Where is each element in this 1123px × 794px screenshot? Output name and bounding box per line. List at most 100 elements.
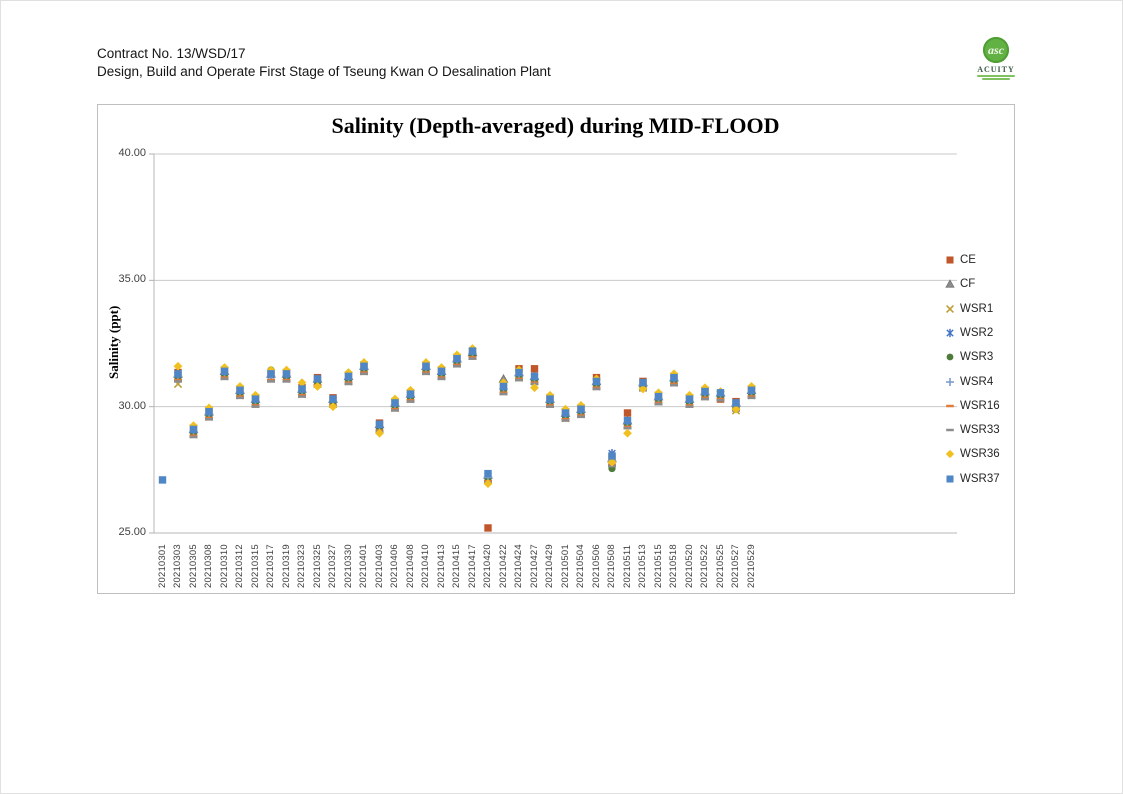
logo-tagline-bar [977,75,1015,77]
legend-label: WSR3 [960,351,994,364]
legend-entry-WSR3: WSR3 [943,349,993,365]
data-point-marker [946,353,954,361]
series-WSR2 [174,347,756,481]
x-tick-label: 20210506 [590,544,602,588]
data-point-marker [747,396,756,400]
logo-tagline-bar [982,78,1010,80]
data-point-marker [360,372,368,376]
data-point-marker [329,395,337,403]
data-point-marker [282,380,291,383]
y-tick-label: 30.00 [118,399,146,412]
series-CF [173,347,757,479]
data-point-marker [220,377,229,381]
data-point-marker [422,372,430,376]
data-point-marker [946,304,954,313]
series-WSR33 [174,357,756,484]
x-tick-label: 20210403 [373,544,385,588]
series-WSR36 [173,344,756,489]
data-point-marker [452,350,462,360]
x-tick-label: 20210424 [513,544,524,588]
series-WSR1 [173,351,756,485]
data-point-marker [700,383,710,393]
company-logo: asc ACUITY [973,37,1019,80]
legend-entry-WSR2: WSR2 [943,325,993,341]
x-tick-label: 20210410 [420,544,431,588]
data-point-marker [499,382,508,391]
data-point-marker [669,369,679,379]
data-point-marker [561,409,570,417]
x-tick-label: 20210408 [404,544,416,588]
data-point-marker [483,479,493,489]
x-tick-label: 20210518 [668,544,679,588]
data-point-marker [530,372,539,381]
square-marker-icon [946,475,954,483]
legend-label: WSR37 [960,472,1000,485]
legend-label: WSR2 [960,326,994,339]
data-point-marker [391,409,399,412]
x-tick-label: 20210515 [652,544,664,588]
data-point-marker [638,384,648,394]
data-point-marker [313,375,322,383]
x-tick-label: 20210315 [249,544,261,588]
triangle-marker-icon [945,279,955,288]
data-point-marker [189,435,198,439]
data-point-marker [946,475,954,483]
x-tick-label: 20210417 [466,544,478,588]
data-point-marker [375,428,384,438]
x-tick-label: 20210420 [482,544,493,588]
data-point-marker [670,373,678,382]
x-tick-label: 20210330 [342,544,354,588]
data-point-marker [391,399,399,407]
legend-entry-WSR16: WSR16 [943,398,1000,414]
x-tick-label: 20210429 [544,544,555,588]
x-tick-label: 20210406 [389,544,400,588]
data-point-marker [158,476,167,484]
data-point-marker [468,357,477,360]
dash-marker-icon [946,428,954,432]
data-point-marker [437,367,446,375]
data-point-marker [344,372,353,381]
x-tick-label: 20210427 [528,544,540,588]
data-point-marker [945,279,955,288]
data-point-marker [251,405,260,408]
x-tick-label: 20210308 [203,544,214,588]
data-point-marker [623,416,632,425]
data-point-marker [716,399,725,402]
legend-entry-WSR4: WSR4 [943,374,993,390]
contract-number-line: Contract No. 13/WSD/17 [97,46,246,61]
data-point-marker [437,377,446,381]
data-point-marker [946,428,954,432]
data-point-marker [406,390,415,398]
data-point-marker [530,365,539,373]
data-point-marker [946,404,954,408]
data-point-marker [685,395,694,403]
data-point-marker [546,395,554,403]
x-tick-label: 20210511 [621,544,633,588]
x-tick-label: 20210317 [265,544,276,588]
data-point-marker [174,380,182,383]
data-point-marker [236,386,244,394]
x-tick-label: 20210501 [559,544,571,588]
circle-marker-icon [946,353,954,361]
x-tick-label: 20210303 [172,544,183,588]
data-point-marker [174,370,182,378]
data-point-marker [639,378,647,387]
data-point-marker [453,364,461,368]
series-CE [174,349,756,532]
data-point-marker [375,420,384,429]
x-tick-label: 20210323 [296,544,307,588]
plus-marker-icon [946,377,954,386]
salinity-chart: Salinity (Depth-averaged) during MID-FLO… [97,104,1015,594]
series-WSR4 [173,349,756,482]
data-point-marker [747,386,756,394]
data-point-marker [313,382,322,391]
data-point-marker [701,387,709,396]
data-point-marker [267,370,275,378]
x-tick-label: 20210305 [187,544,199,588]
page-header: Contract No. 13/WSD/17 Design, Build and… [97,45,551,81]
data-point-marker [297,378,307,388]
legend-label: WSR1 [960,302,994,315]
x-tick-label: 20210310 [218,544,230,588]
x-tick-label: 20210520 [683,544,695,588]
